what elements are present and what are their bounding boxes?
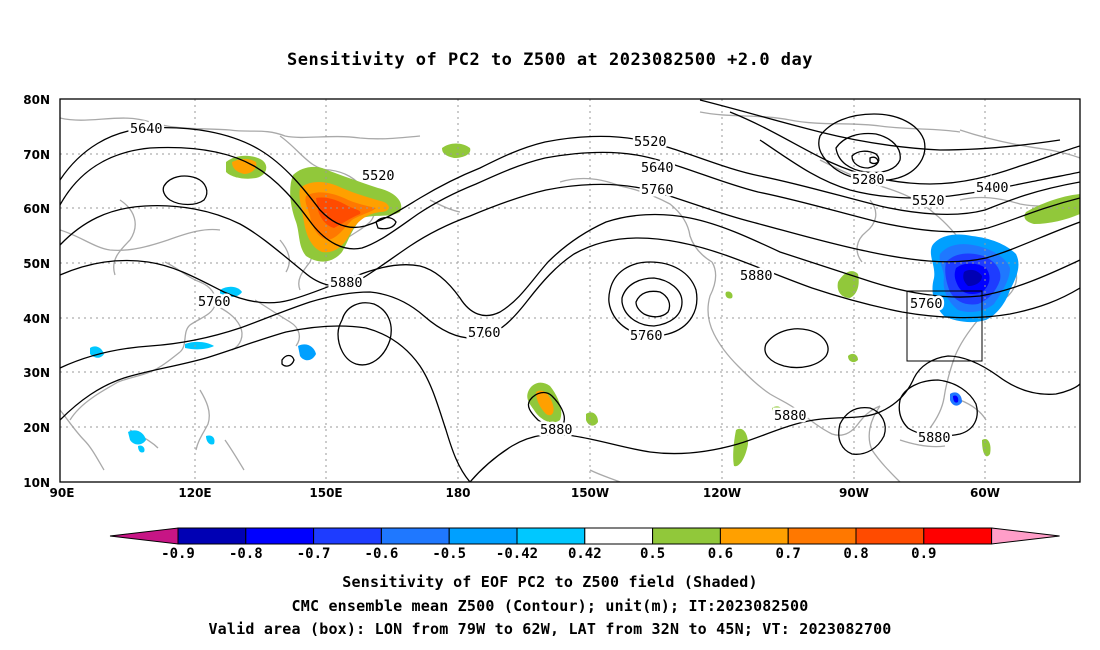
page-title: Sensitivity of PC2 to Z500 at 2023082500… <box>286 50 813 70</box>
caption-shaded: Sensitivity of EOF PC2 to Z500 field (Sh… <box>342 573 758 591</box>
colorbar-swatch <box>313 527 382 545</box>
colorbar-swatch <box>448 527 518 545</box>
lat-label: 80N <box>23 93 50 107</box>
colorbar <box>109 527 1060 545</box>
contour-label: 5880 <box>918 430 951 446</box>
contour-label: 5760 <box>630 328 663 344</box>
contour-label: 5880 <box>740 268 773 284</box>
colorbar-tick-label: 0.5 <box>640 546 665 562</box>
caption-contour: CMC ensemble mean Z500 (Contour); unit(m… <box>291 597 809 615</box>
colorbar-labels: -0.9 -0.8 -0.7 -0.6 -0.5 -0.42 0.42 0.5 0.6 0.7 0.… <box>161 546 936 562</box>
colorbar-swatch <box>380 527 450 545</box>
z500-contours <box>60 99 1080 482</box>
lon-label: 60W <box>970 486 1000 500</box>
colorbar-tick-label: -0.5 <box>432 546 466 562</box>
lon-label: 150E <box>309 486 342 500</box>
colorbar-tick-label: -0.42 <box>496 546 538 562</box>
colorbar-tick-label: -0.9 <box>161 546 195 562</box>
colorbar-swatch <box>719 527 789 545</box>
contour-label: 5880 <box>774 408 807 424</box>
contour-labels: 5640 5520 5520 5640 5760 5280 5400 5520 … <box>128 119 1012 449</box>
colorbar-tick-label: 0.7 <box>776 546 801 562</box>
colorbar-tick-label: 0.6 <box>708 546 733 562</box>
lon-label: 90E <box>50 486 75 500</box>
colorbar-swatch <box>855 527 925 545</box>
contour-label: 5760 <box>468 325 501 341</box>
contour-label: 5640 <box>641 160 674 176</box>
colorbar-tick-label: -0.6 <box>365 546 399 562</box>
colorbar-tick-label: -0.7 <box>297 546 331 562</box>
lon-label: 120E <box>178 486 211 500</box>
lat-label: 10N <box>23 476 50 490</box>
contour-label: 5760 <box>198 294 231 310</box>
colorbar-tip-low <box>109 527 179 545</box>
colorbar-tick-label: 0.42 <box>568 546 602 562</box>
contour-label: 5640 <box>130 121 163 137</box>
colorbar-tick-label: -0.8 <box>229 546 263 562</box>
lat-label: 50N <box>23 257 50 271</box>
latitude-labels: 80N 70N 60N 50N 40N 30N 20N 10N <box>23 93 50 490</box>
caption-valid-area: Valid area (box): LON from 79W to 62W, L… <box>208 620 892 638</box>
colorbar-swatch <box>584 527 654 545</box>
colorbar-tick-label: 0.9 <box>911 546 936 562</box>
contour-label: 5760 <box>641 182 674 198</box>
lat-label: 60N <box>23 202 50 216</box>
contour-label: 5880 <box>330 275 363 291</box>
colorbar-tick-label: 0.8 <box>843 546 868 562</box>
colorbar-swatch <box>787 527 857 545</box>
lat-label: 20N <box>23 421 50 435</box>
lat-label: 30N <box>23 366 50 380</box>
contour-label: 5280 <box>852 172 885 188</box>
lon-label: 150W <box>571 486 609 500</box>
colorbar-swatch <box>923 527 993 545</box>
contour-label: 5400 <box>976 180 1009 196</box>
lon-label: 120W <box>703 486 741 500</box>
contour-label-5760-box: 5760 <box>910 296 943 312</box>
contour-label: 5520 <box>362 168 395 184</box>
lat-label: 40N <box>23 312 50 326</box>
colorbar-swatch <box>177 527 247 545</box>
contour-label: 5520 <box>912 193 945 209</box>
contour-label: 5520 <box>634 134 667 150</box>
plot-frame <box>59 98 1081 483</box>
longitude-labels: 90E 120E 150E 180 150W 120W 90W 60W <box>50 486 1000 500</box>
lat-label: 70N <box>23 148 50 162</box>
colorbar-swatch <box>652 527 721 545</box>
colorbar-swatch <box>245 527 315 545</box>
lon-label: 180 <box>445 486 470 500</box>
colorbar-tip-high <box>991 527 1060 545</box>
valid-area-box <box>906 290 983 362</box>
contour-label: 5880 <box>540 422 573 438</box>
colorbar-swatch <box>516 527 586 545</box>
lon-label: 90W <box>839 486 869 500</box>
